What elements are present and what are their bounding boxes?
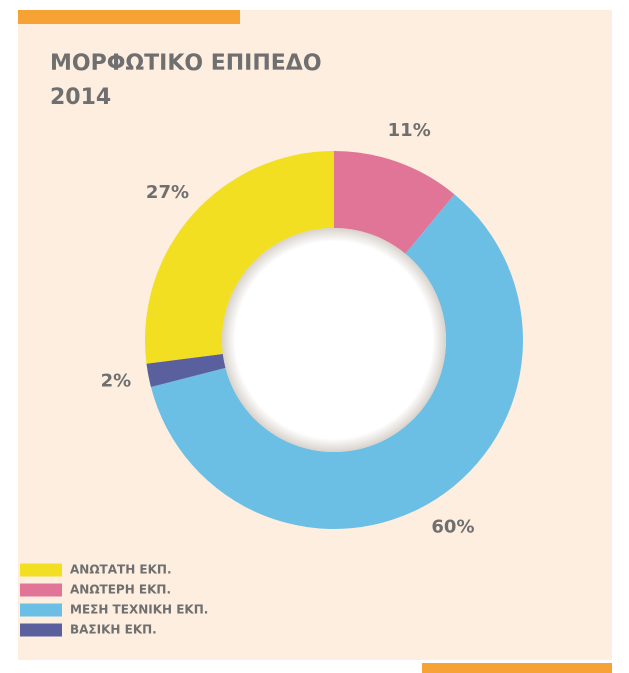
donut-slice <box>146 354 226 388</box>
donut-slice <box>145 151 334 364</box>
accent-bar <box>18 10 240 24</box>
legend-label: ΑΝΩΤΑΤΗ ΕΚΠ. <box>70 563 172 577</box>
legend-swatch <box>20 623 62 637</box>
data-label: 60% <box>431 516 474 537</box>
donut-hole <box>222 228 446 452</box>
chart-title: ΜΟΡΦΩΤΙΚΟ ΕΠΙΠΕΔΟ <box>50 51 322 76</box>
accent-bar <box>422 663 612 673</box>
legend-label: ΜΕΣΗ ΤΕΧΝΙΚΗ ΕΚΠ. <box>70 603 208 617</box>
donut-slice <box>150 194 523 530</box>
donut-slice <box>334 151 455 254</box>
legend-swatch <box>20 583 62 597</box>
chart-subtitle: 2014 <box>50 85 111 110</box>
data-label: 11% <box>388 120 431 141</box>
legend-swatch <box>20 563 62 577</box>
legend-label: ΒΑΣΙΚΗ ΕΚΠ. <box>70 623 157 637</box>
data-label: 2% <box>101 371 132 392</box>
data-label: 27% <box>146 182 189 203</box>
legend-swatch <box>20 603 62 617</box>
legend-label: ΑΝΩΤΕΡΗ ΕΚΠ. <box>70 583 171 597</box>
